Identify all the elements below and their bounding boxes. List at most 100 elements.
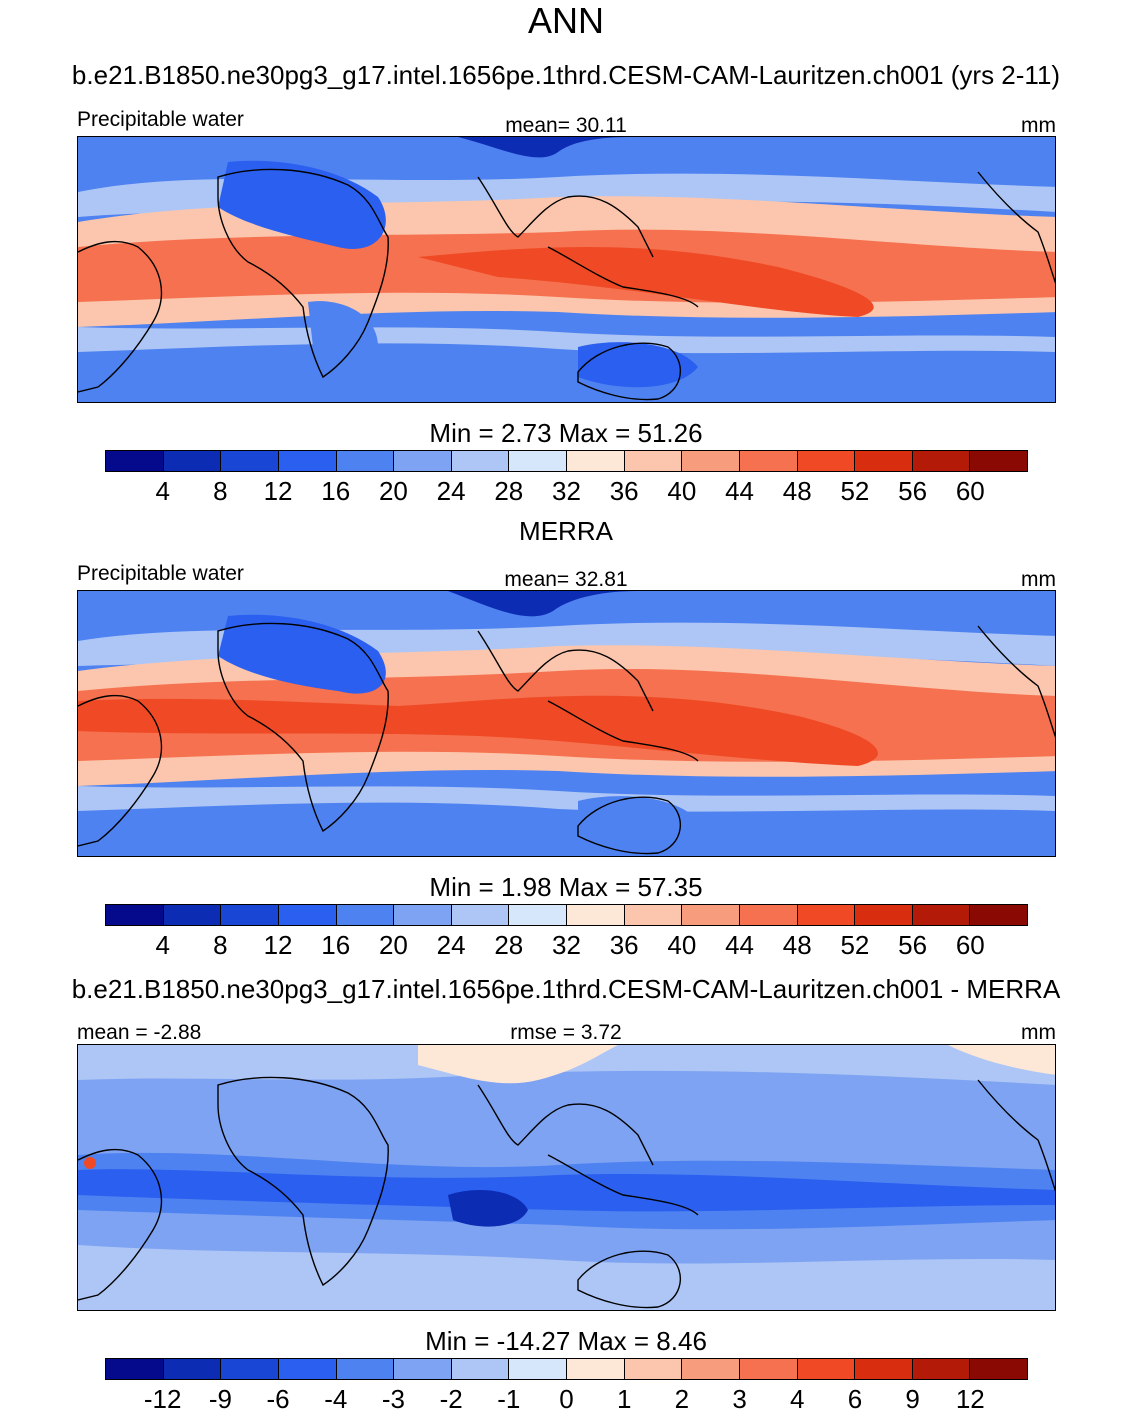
panel-1-colorbar-ticks: 4 8 12 16 20 24 28 32 36 40 44 48 52 56 60 bbox=[105, 476, 1028, 506]
colorbar-tick-label: -9 bbox=[208, 1384, 232, 1414]
colorbar-tick-label: 1 bbox=[616, 1384, 632, 1414]
colorbar-swatch bbox=[970, 451, 1027, 471]
colorbar-swatch bbox=[451, 1359, 510, 1379]
colorbar-tick-label: 8 bbox=[213, 476, 228, 506]
colorbar-swatch bbox=[855, 451, 913, 471]
colorbar-tick-label: 52 bbox=[840, 930, 870, 960]
colorbar-swatch bbox=[797, 1359, 856, 1379]
colorbar-swatch bbox=[451, 905, 510, 925]
colorbar-tick-label: 32 bbox=[552, 476, 581, 506]
colorbar-tick-label: 0 bbox=[559, 1384, 574, 1414]
colorbar-swatch bbox=[682, 1359, 740, 1379]
colorbar-tick-label: 16 bbox=[321, 930, 351, 960]
colorbar-swatch bbox=[912, 1359, 971, 1379]
colorbar-tick-label: 40 bbox=[667, 930, 697, 960]
colorbar-swatch bbox=[336, 905, 395, 925]
colorbar-swatch bbox=[163, 1359, 222, 1379]
colorbar-tick-label: 48 bbox=[782, 930, 812, 960]
colorbar-swatch bbox=[912, 451, 971, 471]
colorbar-swatch bbox=[336, 451, 395, 471]
colorbar-swatch bbox=[682, 451, 740, 471]
colorbar-swatch bbox=[106, 451, 164, 471]
colorbar-tick-label: -6 bbox=[266, 1384, 290, 1414]
colorbar-tick-label: 60 bbox=[955, 476, 985, 506]
colorbar-tick-label: -12 bbox=[143, 1384, 182, 1414]
colorbar-tick-label: 36 bbox=[609, 476, 639, 506]
main-title: ANN bbox=[527, 0, 605, 41]
colorbar-swatch bbox=[624, 451, 683, 471]
colorbar-swatch bbox=[221, 905, 279, 925]
colorbar-swatch bbox=[739, 451, 798, 471]
colorbar-swatch bbox=[106, 905, 164, 925]
colorbar-tick-label: 44 bbox=[725, 476, 755, 506]
panel-1-units-label: mm bbox=[1021, 114, 1056, 137]
panel-3-map bbox=[77, 1044, 1056, 1311]
panel-2-colorbar-ticks: 4 8 12 16 20 24 28 32 36 40 44 48 52 56 60 bbox=[105, 930, 1028, 960]
panel-3-left-label: mean = -2.88 bbox=[77, 1021, 202, 1044]
colorbar-swatch bbox=[797, 451, 856, 471]
colorbar-tick-label: 60 bbox=[955, 930, 985, 960]
colorbar-tick-label: 3 bbox=[732, 1384, 747, 1414]
panel-1-case-title: b.e21.B1850.ne30pg3_g17.intel.1656pe.1th… bbox=[71, 60, 1061, 90]
colorbar-tick-label: 40 bbox=[667, 476, 697, 506]
panel-3-rmse-label: rmse = 3.72 bbox=[510, 1021, 622, 1044]
colorbar-tick-label: 4 bbox=[790, 1384, 805, 1414]
colorbar-swatch bbox=[221, 451, 279, 471]
panel-3-colorbar bbox=[105, 1358, 1028, 1380]
colorbar-swatch bbox=[278, 451, 337, 471]
colorbar-tick-label: 12 bbox=[263, 930, 293, 960]
panel-1-min-max: Min = 2.73 Max = 51.26 bbox=[429, 418, 703, 448]
panel-2-case-title: MERRA bbox=[519, 516, 613, 546]
colorbar-swatch bbox=[970, 1359, 1027, 1379]
colorbar-tick-label: -3 bbox=[381, 1384, 405, 1414]
colorbar-swatch bbox=[278, 905, 337, 925]
colorbar-swatch bbox=[682, 905, 740, 925]
panel-3-case-title: b.e21.B1850.ne30pg3_g17.intel.1656pe.1th… bbox=[71, 974, 1061, 1004]
colorbar-tick-label: 8 bbox=[213, 930, 228, 960]
colorbar-tick-label: -4 bbox=[324, 1384, 348, 1414]
colorbar-tick-label: 32 bbox=[552, 930, 581, 960]
panel-1-colorbar bbox=[105, 450, 1028, 472]
colorbar-swatch bbox=[970, 905, 1027, 925]
colorbar-tick-label: -1 bbox=[497, 1384, 521, 1414]
colorbar-swatch bbox=[163, 905, 222, 925]
panel-2-mean-label: mean= 32.81 bbox=[504, 568, 628, 591]
colorbar-tick-label: 36 bbox=[609, 930, 639, 960]
colorbar-swatch bbox=[912, 905, 971, 925]
colorbar-tick-label: 28 bbox=[494, 476, 524, 506]
colorbar-tick-label: -2 bbox=[439, 1384, 463, 1414]
colorbar-swatch bbox=[855, 905, 913, 925]
colorbar-swatch bbox=[394, 451, 452, 471]
colorbar-tick-label: 2 bbox=[674, 1384, 690, 1414]
panel-1-mean-label: mean= 30.11 bbox=[505, 114, 627, 137]
colorbar-tick-label: 24 bbox=[436, 476, 466, 506]
colorbar-swatch bbox=[509, 1359, 567, 1379]
panel-2-min-max: Min = 1.98 Max = 57.35 bbox=[429, 872, 703, 902]
colorbar-tick-label: 6 bbox=[847, 1384, 863, 1414]
colorbar-swatch bbox=[509, 905, 567, 925]
colorbar-tick-label: 20 bbox=[378, 930, 408, 960]
colorbar-tick-label: 48 bbox=[782, 476, 812, 506]
panel-1-left-label: Precipitable water bbox=[77, 108, 244, 131]
colorbar-tick-label: 20 bbox=[378, 476, 408, 506]
colorbar-tick-label: 12 bbox=[263, 476, 293, 506]
colorbar-swatch bbox=[624, 905, 683, 925]
colorbar-swatch bbox=[336, 1359, 395, 1379]
colorbar-swatch bbox=[509, 451, 567, 471]
colorbar-swatch bbox=[106, 1359, 164, 1379]
colorbar-tick-label: 52 bbox=[840, 476, 870, 506]
colorbar-swatch bbox=[278, 1359, 337, 1379]
colorbar-tick-label: 16 bbox=[321, 476, 351, 506]
colorbar-tick-label: 9 bbox=[905, 1384, 920, 1414]
colorbar-swatch bbox=[624, 1359, 683, 1379]
panel-3-units-label: mm bbox=[1021, 1021, 1056, 1044]
colorbar-swatch bbox=[567, 1359, 625, 1379]
colorbar-swatch bbox=[163, 451, 222, 471]
colorbar-swatch bbox=[451, 451, 510, 471]
colorbar-tick-label: 56 bbox=[898, 476, 928, 506]
colorbar-tick-label: 44 bbox=[725, 930, 755, 960]
colorbar-swatch bbox=[394, 1359, 452, 1379]
panel-2-map bbox=[77, 590, 1056, 857]
colorbar-swatch bbox=[855, 1359, 913, 1379]
colorbar-tick-label: 28 bbox=[494, 930, 524, 960]
